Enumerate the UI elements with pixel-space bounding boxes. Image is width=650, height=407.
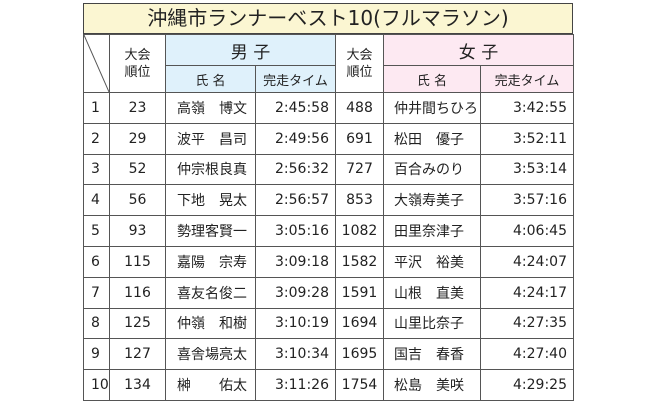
male-rank: 127: [109, 338, 166, 371]
row-number: 7: [83, 276, 110, 309]
female-header: 女 子: [383, 34, 574, 66]
female-time: 3:53:14: [480, 153, 574, 186]
female-name: 田里奈津子: [383, 215, 481, 247]
male-time: 2:45:58: [255, 92, 336, 124]
female-name-header: 氏 名: [383, 65, 481, 93]
female-time: 3:42:55: [480, 92, 574, 124]
male-name: 仲嶺 和樹: [165, 307, 256, 340]
female-time: 3:52:11: [480, 122, 574, 155]
row-number: 10: [83, 369, 110, 401]
male-time: 3:09:28: [255, 276, 336, 309]
male-rank: 115: [109, 245, 166, 278]
table-row: 6 115 嘉陽 宗寿 3:09:18 1582 平沢 裕美 4:24:07: [83, 245, 574, 278]
female-rank-header: 大会 順位: [335, 34, 384, 93]
male-name: 喜舎場亮太: [165, 338, 256, 371]
female-name: 山根 直美: [383, 276, 481, 309]
results-table-container: 沖縄市ランナーベスト10(フルマラソン) 大会 順位 男 子 大会 順位 女 子…: [83, 3, 574, 403]
female-rank: 853: [335, 184, 384, 217]
female-name: 松田 優子: [383, 122, 481, 155]
female-time: 4:24:07: [480, 245, 574, 278]
male-name-header: 氏 名: [165, 65, 256, 93]
female-time: 4:27:35: [480, 307, 574, 340]
female-time: 4:24:17: [480, 276, 574, 309]
female-name: 大嶺寿美子: [383, 184, 481, 217]
female-name: 仲井間ちひろ: [383, 92, 481, 124]
table-row: 8 125 仲嶺 和樹 3:10:19 1694 山里比奈子 4:27:35: [83, 307, 574, 340]
male-name: 下地 晃太: [165, 184, 256, 217]
row-number: 9: [83, 338, 110, 371]
female-rank: 1694: [335, 307, 384, 340]
male-rank-header: 大会 順位: [109, 34, 166, 93]
male-time: 2:56:32: [255, 153, 336, 186]
female-rank: 1582: [335, 245, 384, 278]
table-row: 4 56 下地 晃太 2:56:57 853 大嶺寿美子 3:57:16: [83, 184, 574, 217]
male-time: 2:49:56: [255, 122, 336, 155]
female-rank: 727: [335, 153, 384, 186]
row-number: 1: [83, 92, 110, 124]
male-time: 3:05:16: [255, 215, 336, 247]
table-row: 3 52 仲宗根良真 2:56:32 727 百合みのり 3:53:14: [83, 153, 574, 186]
male-time: 3:11:26: [255, 369, 336, 401]
table-row: 2 29 波平 昌司 2:49:56 691 松田 優子 3:52:11: [83, 122, 574, 155]
male-rank: 134: [109, 369, 166, 401]
male-name: 榊 佑太: [165, 369, 256, 401]
male-rank: 56: [109, 184, 166, 217]
table-row: 9 127 喜舎場亮太 3:10:34 1695 国吉 春香 4:27:40: [83, 338, 574, 371]
male-rank: 23: [109, 92, 166, 124]
female-name: 平沢 裕美: [383, 245, 481, 278]
male-rank: 116: [109, 276, 166, 309]
male-time: 3:10:34: [255, 338, 336, 371]
male-time: 2:56:57: [255, 184, 336, 217]
male-time-header: 完走タイム: [255, 65, 336, 93]
row-number: 6: [83, 245, 110, 278]
female-time: 4:06:45: [480, 215, 574, 247]
table-row: 1 23 高嶺 博文 2:45:58 488 仲井間ちひろ 3:42:55: [83, 92, 574, 124]
male-rank: 125: [109, 307, 166, 340]
row-number: 2: [83, 122, 110, 155]
female-time-header: 完走タイム: [480, 65, 574, 93]
female-name: 松島 美咲: [383, 369, 481, 401]
female-rank: 1754: [335, 369, 384, 401]
female-time: 4:29:25: [480, 369, 574, 401]
female-name: 国吉 春香: [383, 338, 481, 371]
female-rank: 691: [335, 122, 384, 155]
female-time: 3:57:16: [480, 184, 574, 217]
table-row: 7 116 喜友名俊二 3:09:28 1591 山根 直美 4:24:17: [83, 276, 574, 309]
male-name: 勢理客賢一: [165, 215, 256, 247]
female-rank: 488: [335, 92, 384, 124]
male-name: 嘉陽 宗寿: [165, 245, 256, 278]
row-number: 4: [83, 184, 110, 217]
male-name: 仲宗根良真: [165, 153, 256, 186]
table-row: 5 93 勢理客賢一 3:05:16 1082 田里奈津子 4:06:45: [83, 215, 574, 247]
male-name: 波平 昌司: [165, 122, 256, 155]
table-title: 沖縄市ランナーベスト10(フルマラソン): [83, 3, 573, 34]
male-name: 喜友名俊二: [165, 276, 256, 309]
female-rank: 1695: [335, 338, 384, 371]
male-name: 高嶺 博文: [165, 92, 256, 124]
male-header: 男 子: [165, 34, 336, 66]
row-number: 5: [83, 215, 110, 247]
female-name: 百合みのり: [383, 153, 481, 186]
female-rank: 1082: [335, 215, 384, 247]
female-rank: 1591: [335, 276, 384, 309]
male-rank: 52: [109, 153, 166, 186]
corner-diagonal-cell: [83, 34, 110, 93]
table-row: 10 134 榊 佑太 3:11:26 1754 松島 美咲 4:29:25: [83, 369, 574, 401]
male-time: 3:09:18: [255, 245, 336, 278]
male-time: 3:10:19: [255, 307, 336, 340]
results-table: 大会 順位 男 子 大会 順位 女 子 氏 名 完走タイム 氏 名 完走タイム …: [83, 34, 574, 401]
row-number: 8: [83, 307, 110, 340]
male-rank: 29: [109, 122, 166, 155]
female-name: 山里比奈子: [383, 307, 481, 340]
male-rank: 93: [109, 215, 166, 247]
row-number: 3: [83, 153, 110, 186]
female-time: 4:27:40: [480, 338, 574, 371]
